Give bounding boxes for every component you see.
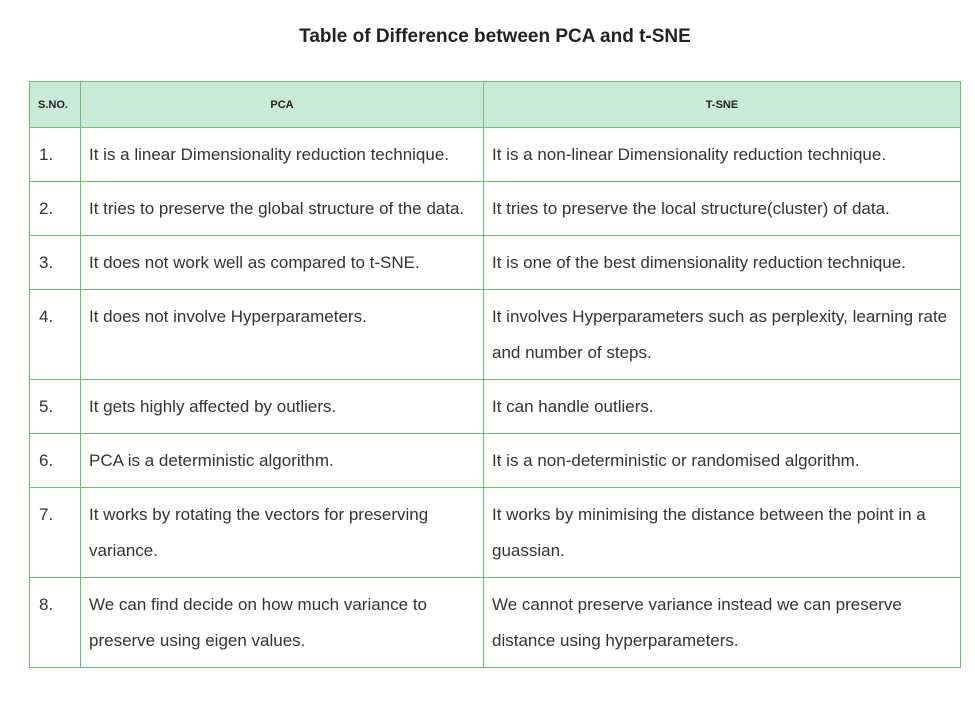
sno-cell: 5. — [29, 379, 81, 434]
pca-cell: PCA is a deterministic algorithm. — [80, 433, 484, 488]
table-row: 2. It tries to preserve the global struc… — [29, 181, 961, 236]
sno-cell: 4. — [29, 289, 81, 380]
tsne-cell: It works by minimising the distance betw… — [483, 487, 961, 578]
sno-cell: 3. — [29, 235, 81, 290]
tsne-cell: It is a non-deterministic or randomised … — [483, 433, 961, 488]
sno-cell: 8. — [29, 577, 81, 668]
pca-cell: It does not involve Hyperparameters. — [80, 289, 484, 380]
pca-cell: It tries to preserve the global structur… — [80, 181, 484, 236]
comparison-table: S.NO. PCA T-SNE 1. It is a linear Dimens… — [29, 81, 961, 668]
sno-cell: 2. — [29, 181, 81, 236]
pca-cell: We can find decide on how much variance … — [80, 577, 484, 668]
header-row: S.NO. PCA T-SNE — [29, 81, 961, 128]
sno-cell: 6. — [29, 433, 81, 488]
tsne-cell: It is a non-linear Dimensionality reduct… — [483, 127, 961, 182]
page-title: Table of Difference between PCA and t-SN… — [299, 26, 691, 47]
pca-cell: It is a linear Dimensionality reduction … — [80, 127, 484, 182]
pca-cell: It gets highly affected by outliers. — [80, 379, 484, 434]
table-row: 3. It does not work well as compared to … — [29, 235, 961, 290]
pca-cell: It does not work well as compared to t-S… — [80, 235, 484, 290]
tsne-cell: It can handle outliers. — [483, 379, 961, 434]
tsne-cell: It tries to preserve the local structure… — [483, 181, 961, 236]
table-row: 8. We can find decide on how much varian… — [29, 577, 961, 668]
table-row: 7. It works by rotating the vectors for … — [29, 487, 961, 578]
header-sno: S.NO. — [29, 81, 81, 128]
table-row: 5. It gets highly affected by outliers. … — [29, 379, 961, 434]
sno-cell: 7. — [29, 487, 81, 578]
tsne-cell: It involves Hyperparameters such as perp… — [483, 289, 961, 380]
tsne-cell: We cannot preserve variance instead we c… — [483, 577, 961, 668]
header-pca: PCA — [80, 81, 484, 128]
pca-cell: It works by rotating the vectors for pre… — [80, 487, 484, 578]
table-row: 1. It is a linear Dimensionality reducti… — [29, 127, 961, 182]
header-tsne: T-SNE — [483, 81, 961, 128]
sno-cell: 1. — [29, 127, 81, 182]
tsne-cell: It is one of the best dimensionality red… — [483, 235, 961, 290]
table-row: 6. PCA is a deterministic algorithm. It … — [29, 433, 961, 488]
table-row: 4. It does not involve Hyperparameters. … — [29, 289, 961, 380]
